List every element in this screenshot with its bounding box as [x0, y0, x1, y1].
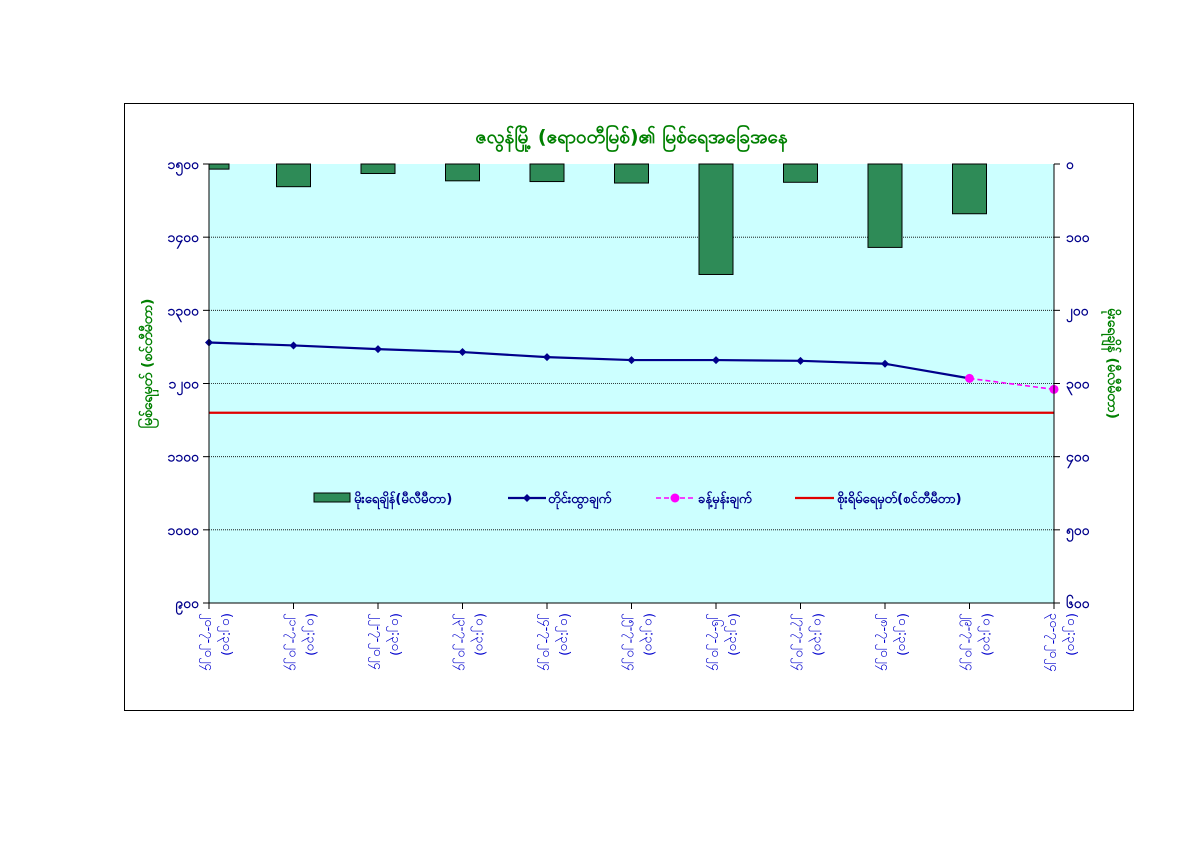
y-right-tick-label: ၁၀၀: [1066, 230, 1091, 246]
x-tick-date: ၂၈-၇-၂၀၂၄: [875, 613, 892, 672]
legend-label-danger: စိုးရိမ်ရေမှတ်(စင်တီမီတာ): [837, 490, 962, 510]
measured-point: [289, 341, 298, 350]
y-left-tick-label: ၁၅၀၀: [168, 157, 201, 176]
measured-point: [458, 348, 467, 357]
x-tick-date: ၂၅-၇-၂၀၂၄: [622, 613, 639, 671]
legend-label-forecast: ခန့်မှန်းချက်: [698, 490, 752, 510]
y-left-tick-label: ၁၀၀၀: [168, 523, 201, 539]
x-tick-label: ၂၁-၇-၂၀၂၄ (၀၂:၃၀): [284, 613, 319, 671]
x-tick-label: ၂၅-၇-၂၀၂၄ (၀၂:၃၀): [622, 613, 657, 671]
rainfall-bar: [208, 163, 230, 170]
x-tick-time: (၀၂:၃၀): [893, 613, 910, 656]
x-tick-label: ၃၀-၇-၂၀၂၄ (၀၂:၃၀): [1044, 613, 1079, 672]
legend-marker-measured: [523, 494, 531, 502]
y-right-tick-label: ၃၀၀: [1066, 377, 1091, 396]
x-tick-date: ၂၉-၇-၂၀၂၄: [960, 613, 977, 671]
x-tick-date: ၂၆-၇-၂၀၂၄: [706, 613, 724, 671]
forecast-point: [965, 373, 974, 383]
rainfall-bar: [952, 163, 987, 215]
y-right-tick-label: ၅၀၀: [1066, 523, 1091, 542]
x-tick-label: ၂၈-၇-၂၀၂၄ (၀၂:၃၀): [875, 613, 910, 672]
y-left-tick-label: ၁၂၀၀: [168, 377, 200, 396]
y-right-tick-label: ၆၀၀: [1066, 595, 1091, 612]
y-right-axis-label: မိုးရေချိန် (မီလီမီတာ): [1101, 308, 1121, 419]
rainfall-bar: [276, 163, 311, 188]
x-tick-date: ၂၁-၇-၂၀၂၄: [284, 613, 301, 671]
legend-marker-forecast: [670, 493, 680, 503]
x-tick-time: (၀၂:၃၀): [217, 613, 234, 656]
x-tick-date: ၂၄-၇-၂၀၂၄: [537, 613, 554, 671]
y-left-tick-label: ၁၄၀၀: [168, 230, 201, 249]
y-left-tick-label: ၁၁၀၀: [168, 450, 201, 466]
x-tick-label: ၂၄-၇-၂၀၂၄ (၀၂:၃၀): [537, 613, 572, 671]
legend-swatch-rainfall: [313, 492, 351, 503]
x-tick-time: (၀၂:၃၀): [809, 613, 826, 656]
x-tick-time: (၀၂:၃၀): [724, 613, 741, 656]
x-tick-time: (၀၂:၃၀): [302, 613, 319, 656]
y-right-tick-label: ၄၀၀: [1066, 450, 1091, 469]
rainfall-bar: [529, 163, 565, 183]
legend-label-measured: တိုင်းထွာချက်: [548, 490, 611, 510]
x-tick-date: ၂၂-၇-၂၀၂၄: [368, 613, 385, 671]
measured-point: [543, 353, 551, 362]
legend-label-rainfall: မိုးရေချိန်(မီလီမီတာ): [354, 490, 452, 510]
x-tick-time: (၀၂:၃၀): [471, 613, 488, 656]
rainfall-bar: [867, 163, 903, 248]
y-left-tick-label: ၉၀၀: [175, 596, 200, 615]
measured-point: [712, 356, 720, 365]
x-tick-time: (၀၂:၃၀): [386, 613, 403, 656]
measured-point: [627, 356, 636, 365]
rainfall-bar: [783, 163, 818, 183]
measured-point: [881, 359, 889, 368]
chart-title: ဇလွန်မြို့ (ဧရာဝတီမြစ်)၏ မြစ်ရေအခြေအနေ: [475, 123, 787, 153]
x-tick-time: (၀၂:၃၀): [978, 613, 995, 656]
measured-line: [208, 341, 970, 380]
x-tick-time: (၀၂:၃၀): [640, 613, 657, 656]
x-tick-label: ၂၇-၇-၂၀၂၄ (၀၂:၃၀): [791, 613, 826, 671]
x-tick-label: ၂၆-၇-၂၀၂၄ (၀၂:၃၀): [706, 613, 741, 671]
rainfall-bar: [698, 163, 734, 275]
measured-point: [796, 356, 805, 365]
y-right-tick-label: ၀: [1066, 157, 1075, 173]
forecast-line: [969, 377, 1055, 391]
x-tick-date: ၂၀-၇-၂၀၂၄: [199, 613, 216, 671]
y-right-tick-label: ၂၀၀: [1066, 303, 1090, 322]
x-tick-time: (၀၂:၃၀): [1062, 613, 1079, 656]
rainfall-bar: [614, 163, 649, 184]
x-tick-date: ၂၇-၇-၂၀၂၄: [791, 613, 808, 671]
x-tick-label: ၂၀-၇-၂၀၂၄ (၀၂:၃၀): [199, 613, 234, 671]
rainfall-bar: [445, 163, 480, 182]
x-tick-time: (၀၂:၃၀): [555, 613, 572, 656]
y-left-axis-label: မြစ်ရေမှတ် (စင်တီမီတာ): [138, 299, 159, 429]
x-tick-label: ၂၃-၇-၂၀၂၄ (၀၂:၃၀): [453, 613, 488, 671]
x-tick-date: ၂၃-၇-၂၀၂၄: [453, 613, 470, 671]
x-tick-date: ၃၀-၇-၂၀၂၄: [1044, 613, 1061, 672]
y-left-tick-label: ၁၃၀၀: [168, 303, 201, 322]
x-tick-label: ၂၂-၇-၂၀၂၄ (၀၂:၃၀): [368, 613, 403, 671]
x-tick-label: ၂၉-၇-၂၀၂၄ (၀၂:၃၀): [960, 613, 995, 671]
rainfall-bar: [360, 163, 396, 175]
measured-point: [374, 345, 382, 354]
